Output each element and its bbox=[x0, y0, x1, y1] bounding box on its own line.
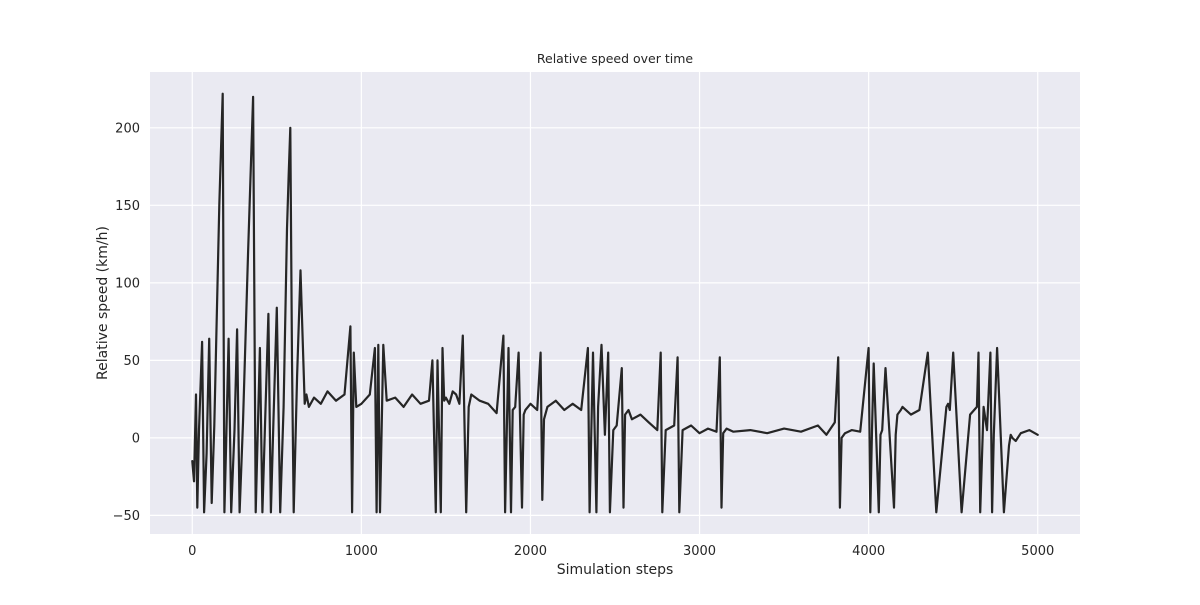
x-axis-label: Simulation steps bbox=[557, 562, 674, 578]
y-tick-label: 200 bbox=[115, 121, 140, 136]
x-tick-label: 3000 bbox=[683, 544, 716, 559]
y-axis-label: Relative speed (km/h) bbox=[95, 226, 111, 380]
plot-area bbox=[150, 72, 1080, 534]
x-tick-label: 2000 bbox=[514, 544, 547, 559]
y-tick-label: 150 bbox=[115, 199, 140, 214]
x-tick-label: 1000 bbox=[345, 544, 378, 559]
y-tick-label: 50 bbox=[123, 354, 140, 369]
chart-title: Relative speed over time bbox=[537, 51, 694, 66]
x-tick-label: 0 bbox=[188, 544, 196, 559]
series-line-relative-speed bbox=[191, 92, 1039, 514]
y-tick-label: −50 bbox=[113, 509, 140, 524]
x-axis-ticks: 0 1000 2000 3000 4000 5000 bbox=[188, 544, 1054, 559]
y-tick-label: 100 bbox=[115, 276, 140, 291]
y-tick-label: 0 bbox=[132, 431, 140, 446]
x-tick-label: 4000 bbox=[852, 544, 885, 559]
grid bbox=[150, 72, 1080, 534]
y-axis-ticks: −50 0 50 100 150 200 bbox=[113, 121, 140, 524]
x-tick-label: 5000 bbox=[1021, 544, 1054, 559]
